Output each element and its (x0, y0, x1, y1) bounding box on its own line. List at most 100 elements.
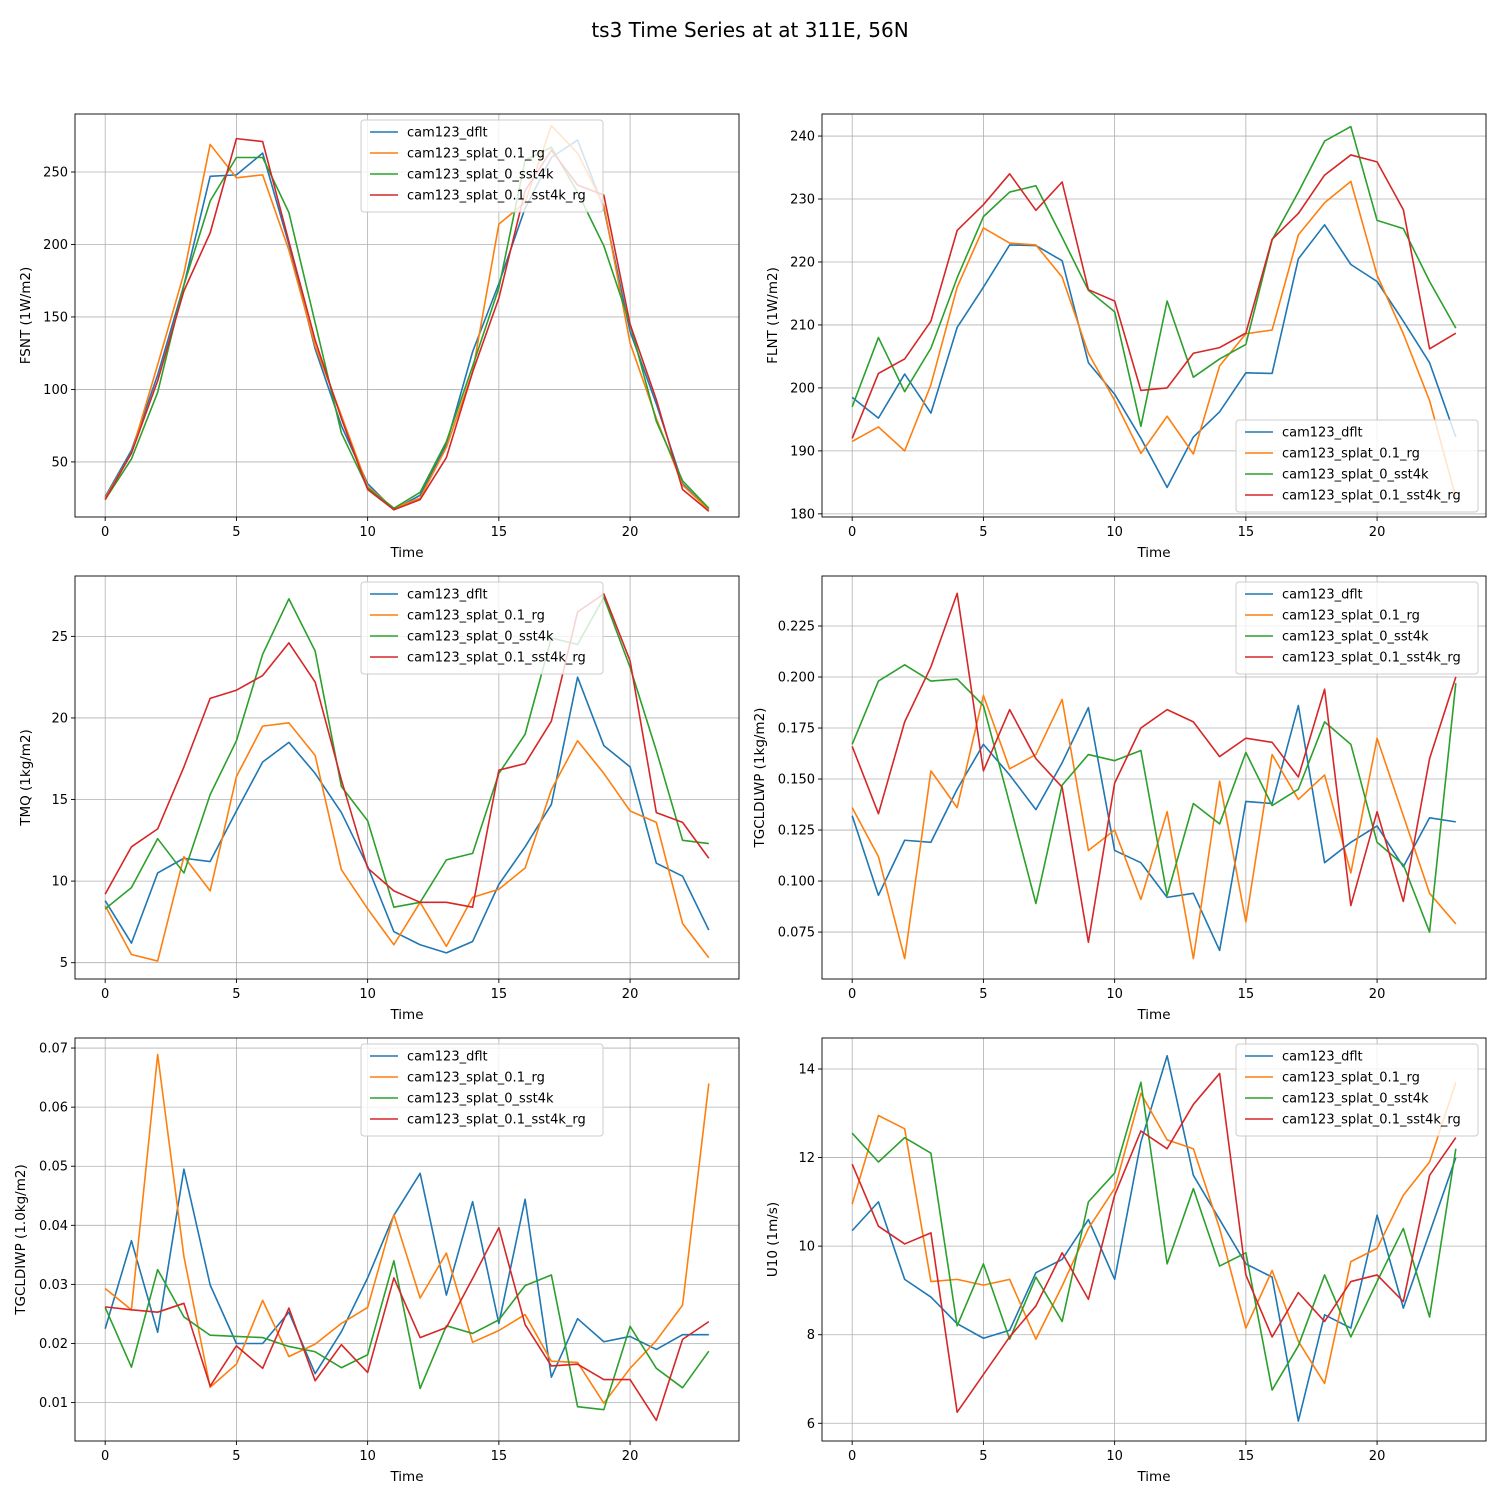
series-line-cam123-splat-0-1-rg (851, 1082, 1457, 1385)
y-axis-label: TGCLDIWP (1.0kg/m2) (13, 1164, 29, 1316)
figure-title: ts3 Time Series at at 311E, 56N (591, 18, 908, 42)
x-tick-label: 0 (848, 525, 856, 540)
legend-label: cam123_splat_0.1_sst4k_rg (1282, 489, 1461, 504)
legend-label: cam123_splat_0.1_rg (407, 609, 545, 624)
x-tick-label: 15 (491, 987, 508, 1002)
x-axis-label: Time (389, 1007, 423, 1023)
legend: cam123_dflt cam123_splat_0.1_rg cam123_spl… (1235, 581, 1479, 675)
series-line-cam123-splat-0-1-sst4k-rg (105, 1226, 710, 1422)
series-line-cam123-dflt (104, 676, 710, 954)
x-axis-label: Time (389, 1469, 423, 1485)
x-axis-label: Time (1136, 1469, 1170, 1485)
legend-box (360, 1043, 604, 1137)
panel-u10-1m-s: 0 5 10 15 20 6 8 10 12 14 Time U10 (1m/s) cam123_dfl… (765, 1037, 1487, 1485)
y-tick-label: 190 (790, 444, 815, 459)
legend: cam123_dflt cam123_splat_0.1_rg cam123_spl… (1235, 419, 1479, 513)
y-tick-label: 0.01 (39, 1396, 68, 1411)
legend-box (360, 581, 604, 675)
panel-tmq-1kg-m2: 0 5 10 15 20 5 10 15 20 25 Time TMQ (1kg/m2) cam123_… (18, 575, 740, 1023)
y-tick-label: 0.075 (778, 926, 815, 941)
legend-label: cam123_splat_0.1_sst4k_rg (407, 651, 586, 666)
y-axis-label: FSNT (1W/m2) (18, 267, 34, 365)
y-tick-label: 0.05 (39, 1160, 68, 1175)
series-line-cam123-splat-0-sst4k (104, 596, 709, 910)
x-tick-label: 0 (848, 987, 856, 1002)
legend-box (1235, 581, 1479, 675)
legend: cam123_dflt cam123_splat_0.1_rg cam123_spl… (360, 1043, 604, 1137)
axes-frame (821, 113, 1487, 518)
x-tick-label: 15 (491, 525, 508, 540)
x-tick-label: 10 (359, 525, 376, 540)
panel-flnt-1w-m2: 0 5 10 15 20 180 190 200 210 220 230 240 Time FLNT (1… (765, 113, 1487, 561)
legend-label: cam123_dflt (1282, 588, 1363, 603)
x-tick-label: 10 (359, 987, 376, 1002)
axes-frame (74, 575, 740, 980)
y-tick-label: 180 (790, 507, 815, 522)
x-tick-label: 5 (979, 987, 987, 1002)
legend-label: cam123_splat_0.1_sst4k_rg (1282, 651, 1461, 666)
y-tick-label: 0.225 (778, 619, 815, 634)
legend-label: cam123_splat_0_sst4k (407, 1092, 554, 1107)
y-tick-label: 50 (51, 455, 68, 470)
series-line-cam123-splat-0-sst4k (851, 1081, 1457, 1391)
x-tick-label: 15 (1238, 1449, 1255, 1464)
x-tick-label: 0 (848, 1449, 856, 1464)
panel-tgcldiwp-1-0kg-m2: 0 5 10 15 20 0.01 0.02 0.03 0.04 0.05 0.06 0.07 Time… (13, 1037, 740, 1485)
y-tick-label: 14 (798, 1063, 815, 1078)
y-tick-label: 0.175 (778, 722, 815, 737)
series-line-cam123-splat-0-sst4k (851, 663, 1457, 933)
x-axis-label: Time (1136, 545, 1170, 561)
axes-frame (74, 113, 740, 518)
y-tick-label: 8 (807, 1328, 815, 1343)
y-axis-label: TMQ (1kg/m2) (18, 729, 34, 827)
y-tick-label: 200 (43, 238, 68, 253)
series-line-cam123-splat-0-1-sst4k-rg (851, 154, 1457, 439)
legend: cam123_dflt cam123_splat_0.1_rg cam123_spl… (360, 119, 604, 213)
y-axis-label: TGCLDLWP (1kg/m2) (752, 708, 768, 849)
y-tick-label: 6 (807, 1417, 815, 1432)
y-tick-label: 0.03 (39, 1278, 68, 1293)
y-tick-label: 230 (790, 193, 815, 208)
x-tick-label: 10 (1106, 987, 1123, 1002)
y-tick-label: 210 (790, 318, 815, 333)
x-tick-label: 0 (101, 525, 109, 540)
y-axis-label: U10 (1m/s) (765, 1202, 781, 1277)
y-tick-label: 10 (51, 875, 68, 890)
series-line-cam123-dflt (851, 224, 1457, 489)
y-tick-label: 100 (43, 383, 68, 398)
series-line-cam123-splat-0-sst4k (104, 146, 710, 510)
x-tick-label: 5 (232, 1449, 240, 1464)
legend-label: cam123_dflt (407, 126, 488, 141)
legend-label: cam123_splat_0_sst4k (1282, 468, 1429, 483)
legend-label: cam123_dflt (407, 1050, 488, 1065)
y-tick-label: 20 (51, 711, 68, 726)
legend-box (1235, 1043, 1479, 1137)
series-line-cam123-dflt (104, 1168, 709, 1378)
y-tick-label: 0.100 (778, 875, 815, 890)
x-axis-label: Time (1136, 1007, 1170, 1023)
series-line-cam123-dflt (851, 704, 1456, 952)
legend-label: cam123_splat_0.1_sst4k_rg (1282, 1113, 1461, 1128)
y-tick-label: 0.150 (778, 773, 815, 788)
y-tick-label: 240 (790, 130, 815, 145)
x-tick-label: 0 (101, 1449, 109, 1464)
x-tick-label: 5 (232, 987, 240, 1002)
axes-frame (821, 575, 1487, 980)
x-tick-label: 20 (1369, 525, 1386, 540)
x-tick-label: 20 (622, 987, 639, 1002)
y-tick-label: 200 (790, 381, 815, 396)
y-axis-label: FLNT (1W/m2) (765, 267, 781, 364)
legend-label: cam123_dflt (1282, 426, 1363, 441)
y-tick-label: 0.02 (39, 1337, 68, 1352)
legend: cam123_dflt cam123_splat_0.1_rg cam123_spl… (360, 581, 604, 675)
x-tick-label: 15 (491, 1449, 508, 1464)
x-tick-label: 0 (101, 987, 109, 1002)
series-line-cam123-splat-0-1-sst4k-rg (851, 1072, 1457, 1414)
legend-label: cam123_dflt (407, 588, 488, 603)
x-tick-label: 5 (979, 525, 987, 540)
legend-label: cam123_dflt (1282, 1050, 1363, 1065)
legend-label: cam123_splat_0_sst4k (407, 630, 554, 645)
x-tick-label: 20 (622, 525, 639, 540)
series-line-cam123-splat-0-1-rg (104, 124, 710, 511)
